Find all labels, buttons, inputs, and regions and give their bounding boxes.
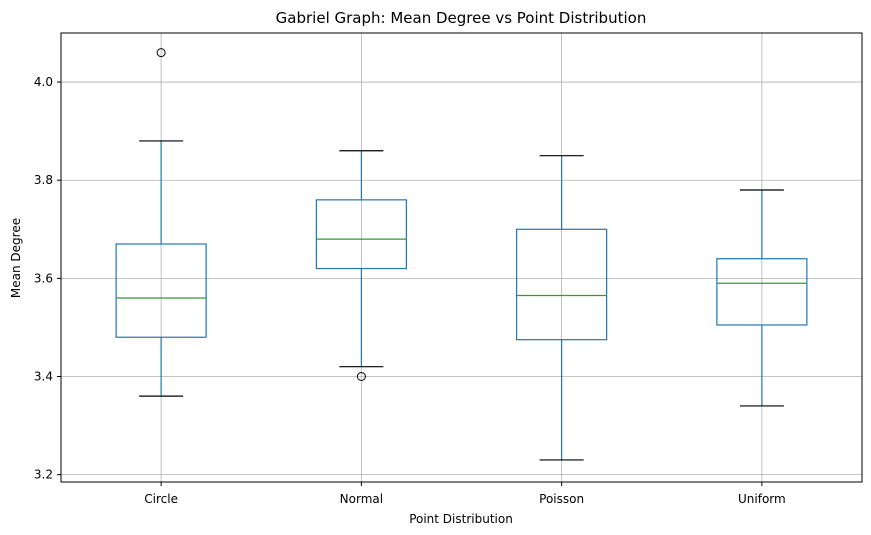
outlier-point bbox=[356, 371, 366, 381]
y-tick-label: 3.6 bbox=[34, 271, 53, 285]
y-tick-label: 3.2 bbox=[34, 468, 53, 482]
box-layer bbox=[115, 48, 808, 461]
x-tick-label: Uniform bbox=[738, 492, 786, 506]
x-tick-label: Normal bbox=[340, 492, 383, 506]
y-tick-label: 3.4 bbox=[34, 369, 53, 383]
box-group-circle bbox=[115, 48, 207, 397]
y-axis-title: Mean Degree bbox=[9, 218, 23, 298]
x-tick-label: Circle bbox=[144, 492, 178, 506]
box-group-normal bbox=[315, 150, 407, 381]
iqr-box bbox=[315, 199, 407, 270]
iqr-box bbox=[516, 228, 608, 341]
iqr-box bbox=[716, 258, 808, 326]
box-group-poisson bbox=[516, 155, 608, 461]
grid-layer bbox=[61, 33, 862, 482]
axes-frame bbox=[60, 32, 863, 483]
plot-frame bbox=[60, 32, 863, 483]
box-group-uniform bbox=[716, 189, 808, 407]
x-axis-title: Point Distribution bbox=[409, 512, 513, 526]
x-tick-label: Poisson bbox=[539, 492, 584, 506]
outlier-point bbox=[156, 48, 166, 58]
tick-layer: 3.2 3.4 3.6 3.8 4.0 Circle Normal Poisson Unifor… bbox=[34, 75, 786, 506]
y-tick-label: 4.0 bbox=[34, 75, 53, 89]
iqr-box bbox=[115, 243, 207, 338]
chart-title: Gabriel Graph: Mean Degree vs Point Dist… bbox=[276, 9, 647, 27]
y-tick-label: 3.8 bbox=[34, 173, 53, 187]
